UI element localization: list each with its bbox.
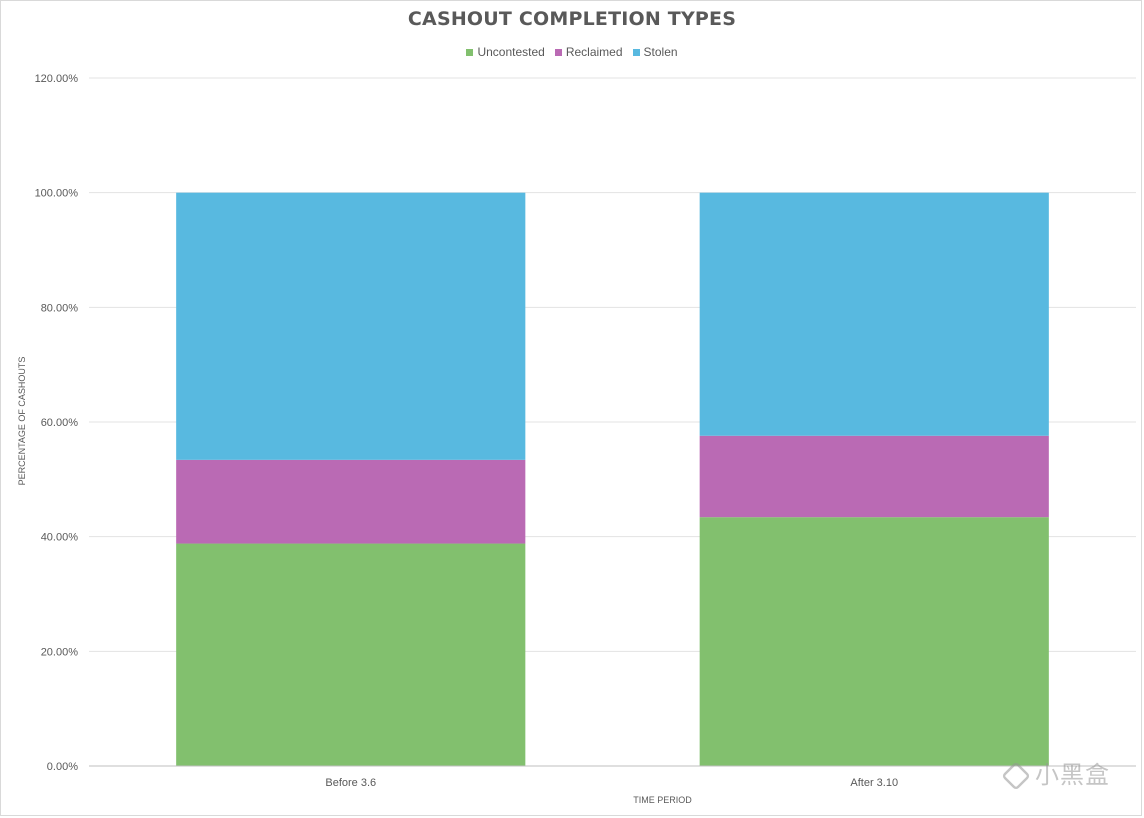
legend-label: Reclaimed (565, 45, 623, 59)
bar-reclaimed-1 (176, 459, 526, 544)
legend-swatch (466, 49, 474, 56)
y-tick-label: 0.00% (47, 761, 78, 773)
legend-label: Uncontested (477, 45, 545, 59)
y-tick-label: 60.00% (41, 417, 79, 429)
bar-reclaimed-2 (699, 435, 1049, 518)
bar-uncontested-1 (176, 543, 526, 766)
y-tick-label: 20.00% (41, 646, 79, 658)
legend-swatch (554, 49, 562, 56)
legend: Uncontested Reclaimed Stolen (0, 45, 1144, 59)
y-tick-label: 40.00% (41, 532, 79, 544)
legend-swatch (632, 49, 640, 56)
watermark-text: 小黑盒 (1035, 761, 1110, 789)
y-tick-label: 100.00% (35, 188, 79, 200)
chart-title: CASHOUT COMPLETION TYPES (407, 8, 737, 30)
y-axis-title: PERCENTAGE OF CASHOUTS (17, 357, 27, 486)
legend-item-uncontested: Uncontested (466, 45, 545, 59)
legend-item-stolen: Stolen (632, 45, 678, 59)
y-tick-label: 80.00% (41, 302, 79, 314)
heybox-logo-icon (1001, 761, 1031, 791)
legend-label: Stolen (643, 45, 678, 59)
x-axis-title: TIME PERIOD (633, 795, 692, 805)
bar-stolen-2 (699, 192, 1049, 436)
bar-uncontested-2 (699, 517, 1049, 766)
watermark: 小黑盒 (1001, 755, 1110, 791)
x-tick-label: Before 3.6 (325, 777, 376, 789)
y-tick-label: 120.00% (35, 73, 79, 85)
x-tick-label: After 3.10 (850, 777, 898, 789)
legend-item-reclaimed: Reclaimed (554, 45, 623, 59)
bar-stolen-1 (176, 192, 526, 460)
